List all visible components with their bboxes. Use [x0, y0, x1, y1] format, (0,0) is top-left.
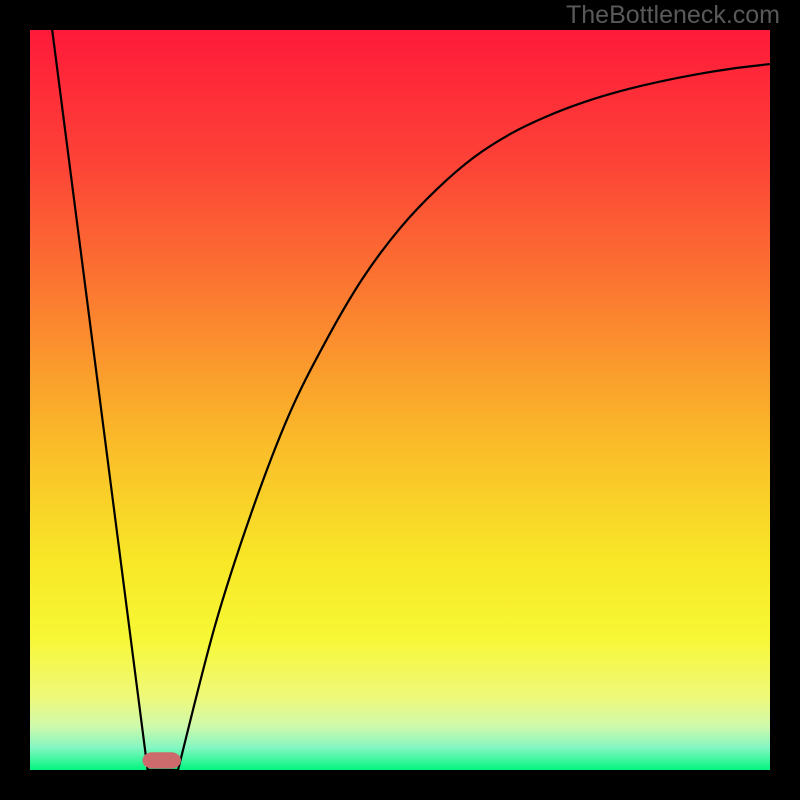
watermark-text: TheBottleneck.com [566, 1, 780, 30]
bottleneck-marker [142, 752, 180, 768]
bottleneck-chart: TheBottleneck.com [0, 0, 800, 800]
chart-svg [0, 0, 800, 800]
